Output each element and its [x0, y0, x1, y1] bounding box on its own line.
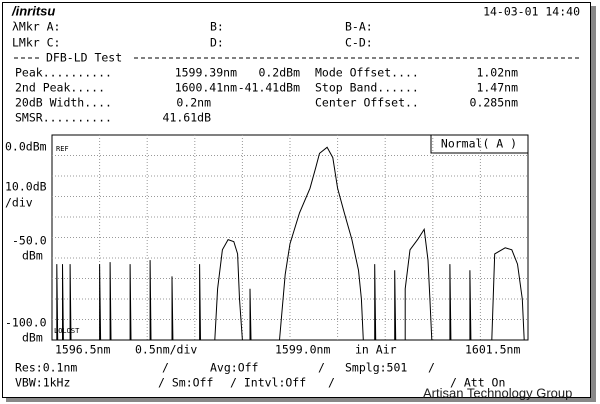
marker-label: B: — [210, 20, 224, 34]
result-wavelength: 41.61dB — [163, 111, 212, 125]
ref-label: REF — [56, 145, 69, 153]
corner-label: LOLOST — [54, 327, 80, 335]
datetime: 14-03-01 14:40 — [483, 5, 580, 19]
setting: / — [328, 376, 335, 390]
result-param-value: 1.02nm — [476, 66, 518, 80]
result-label: 20dB Width.... — [15, 96, 112, 110]
result-param: Stop Band...... — [315, 81, 419, 95]
y-axis-label: -50.0 — [12, 234, 47, 248]
marker-label: λMkr A: — [12, 20, 60, 34]
result-param: Mode Offset.... — [315, 66, 419, 80]
x-axis-label: 1599.0nm — [275, 343, 330, 357]
setting: / Intvl:Off — [230, 376, 306, 390]
y-axis-label: dBm — [22, 249, 43, 263]
setting: / — [428, 361, 435, 375]
result-param-value: 0.285nm — [470, 96, 519, 110]
mode-box — [430, 134, 529, 154]
marker-label: B-A: — [345, 20, 373, 34]
x-axis-label: 0.5nm/div — [135, 343, 197, 357]
marker-label: D: — [210, 36, 224, 50]
y-axis-label: dBm — [22, 331, 43, 345]
y-axis-label: 10.0dB — [5, 180, 47, 194]
spectrum-trace — [52, 146, 528, 341]
setting: Avg:Off — [210, 361, 258, 375]
result-level: 0.2dBm — [258, 66, 300, 80]
setting: Smplg:501 — [345, 361, 407, 375]
y-axis-label: -100.0 — [5, 316, 47, 330]
result-wavelength: 1599.39nm — [175, 66, 237, 80]
x-axis-label: 1596.5nm — [55, 343, 110, 357]
result-param: Center Offset.. — [315, 96, 419, 110]
setting: / — [318, 361, 325, 375]
result-label: 2nd Peak..... — [15, 81, 105, 95]
result-level: -41.41dBm — [238, 81, 300, 95]
result-wavelength: 1600.41nm — [175, 81, 237, 95]
result-param-value: 1.47nm — [476, 81, 518, 95]
test-title: DFB-LD Test — [46, 51, 122, 65]
watermark: Artisan Technology Group — [423, 385, 572, 400]
mode: Normal( A ) — [441, 137, 517, 151]
setting: / Sm:Off — [158, 376, 213, 390]
setting: / — [162, 361, 169, 375]
y-axis-label: /div — [5, 196, 33, 210]
x-axis-label: 1601.5nm — [465, 343, 520, 357]
marker-label: LMkr C: — [12, 36, 60, 50]
setting: / Att On — [450, 376, 505, 390]
result-label: Peak.......... — [15, 66, 112, 80]
setting: VBW:1kHz — [15, 376, 70, 390]
result-wavelength: 0.2nm — [176, 96, 211, 110]
y-axis-label: 0.0dBm — [5, 140, 47, 154]
setting: Res:0.1nm — [15, 361, 77, 375]
x-axis-label: in Air — [355, 343, 397, 357]
marker-label: C-D: — [345, 36, 373, 50]
result-label: SMSR.......... — [15, 111, 112, 125]
logo: /inritsu — [11, 3, 55, 18]
